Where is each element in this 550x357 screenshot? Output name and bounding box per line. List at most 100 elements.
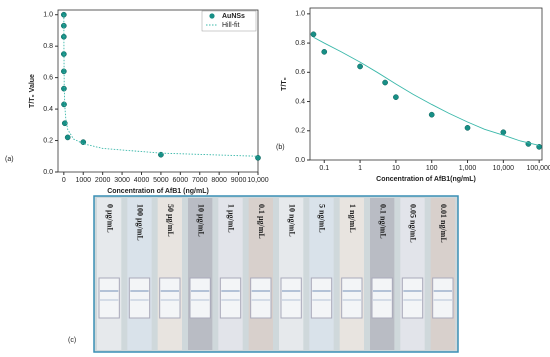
strip-label: 0.1 μg/mL [257, 204, 266, 239]
x-tick-label: 9000 [231, 177, 247, 184]
y-tick-label: 1.0 [295, 11, 305, 18]
test-strip [309, 198, 334, 350]
strip-label: 0.01 ng/mL [439, 204, 448, 243]
strip-window [189, 277, 211, 319]
plot-frame [309, 7, 543, 161]
data-point [393, 94, 399, 101]
y-tick-label: 1.0 [43, 12, 53, 19]
y-tick-label: 0.0 [43, 169, 53, 176]
y-tick-label: 0.2 [295, 128, 305, 135]
strip-window [310, 277, 333, 319]
x-tick-label: 0.1 [319, 165, 329, 172]
legend-box [201, 10, 257, 32]
strip-window [98, 277, 120, 319]
x-tick-label: 5000 [153, 177, 169, 184]
data-point [357, 63, 363, 70]
test-strip [339, 198, 364, 350]
test-strip [370, 198, 395, 350]
legend-label: Hill-fit [222, 22, 240, 29]
strip-window [250, 277, 272, 319]
y-axis-label: T/T₀ Value [29, 74, 36, 108]
y-tick-label: 0.6 [43, 74, 53, 81]
x-tick-label: 0 [62, 177, 66, 184]
plot-frame [57, 9, 259, 173]
strip-label: 10 μg/mL [196, 204, 205, 237]
data-point [382, 79, 388, 86]
y-tick-label: 0.4 [295, 98, 305, 105]
strip-window [219, 277, 242, 319]
y-tick-label: 0.8 [43, 43, 53, 50]
test-strip [97, 198, 122, 350]
y-tick-label: 0.6 [295, 69, 305, 76]
x-tick-label: 1,000 [459, 165, 477, 172]
test-strip [188, 198, 213, 350]
strip-window [159, 277, 181, 319]
strip-label: 0 μg/mL [105, 204, 114, 233]
fit-line [63, 14, 259, 157]
y-tick-label: 0.2 [43, 137, 53, 144]
x-axis-label: Concentration of AfB1(ng/mL) [376, 176, 476, 183]
data-point [428, 111, 435, 118]
x-tick-label: 2000 [95, 177, 111, 184]
data-point [61, 101, 67, 108]
test-strip [400, 198, 425, 350]
test-strip [157, 198, 182, 350]
y-tick-label: 0.8 [295, 40, 305, 47]
strip-label: 0.1 ng/mL [378, 204, 387, 239]
strip-window [280, 277, 302, 319]
data-point [500, 129, 507, 136]
data-point [255, 154, 261, 161]
test-strip [430, 198, 455, 350]
data-point [60, 22, 67, 29]
x-tick-label: 10,000 [493, 165, 515, 172]
x-tick-label: 1 [358, 165, 362, 172]
data-point [61, 120, 68, 127]
y-tick-label: 0.0 [295, 157, 305, 164]
data-point [64, 134, 71, 141]
strip-label: 5 ng/mL [318, 204, 327, 233]
data-point [310, 31, 317, 38]
test-strip [279, 198, 304, 350]
x-tick-label: 3000 [114, 177, 130, 184]
y-tick-label: 0.4 [43, 106, 53, 113]
strip-label: 0.05 ng/mL [409, 204, 418, 243]
x-tick-label: 7000 [192, 177, 208, 184]
strip-label: 100 μg/mL [136, 204, 145, 241]
strip-label: 1 ng/mL [348, 204, 357, 233]
y-axis-label: T/T₀ [281, 77, 288, 91]
x-tick-label: 10 [392, 165, 400, 172]
legend-marker [209, 13, 215, 19]
panel-label: (a) [5, 156, 14, 163]
data-point [61, 85, 67, 92]
panel-label: (c) [68, 337, 76, 344]
legend-label: AuNSs [222, 13, 245, 20]
data-point [321, 48, 328, 55]
x-tick-label: 8000 [211, 177, 227, 184]
data-point [60, 11, 67, 18]
x-tick-label: 4000 [134, 177, 150, 184]
test-strip [127, 198, 152, 350]
x-tick-label: 100,000 [527, 165, 550, 172]
strip-window [371, 277, 393, 319]
strip-label: 10 ng/mL [287, 204, 296, 237]
photo-frame [93, 195, 459, 353]
strip-window [401, 277, 424, 319]
fit-line [313, 36, 540, 146]
x-tick-label: 6000 [173, 177, 189, 184]
x-axis-label: Concentration of AfB1 (ng/mL) [107, 188, 209, 195]
x-tick-label: 1000 [75, 177, 91, 184]
test-strip [218, 198, 243, 350]
panel-label: (b) [276, 144, 285, 151]
x-tick-label: 10,000 [247, 177, 269, 184]
strip-label: 50 μg/mL [166, 204, 175, 237]
strip-window [341, 277, 363, 319]
strip-window [432, 277, 454, 319]
test-strip [248, 198, 273, 350]
strip-window [128, 277, 151, 319]
data-point [464, 124, 471, 131]
strip-label: 1 μg/mL [227, 204, 236, 233]
data-point [536, 143, 543, 150]
x-tick-label: 100 [426, 165, 438, 172]
